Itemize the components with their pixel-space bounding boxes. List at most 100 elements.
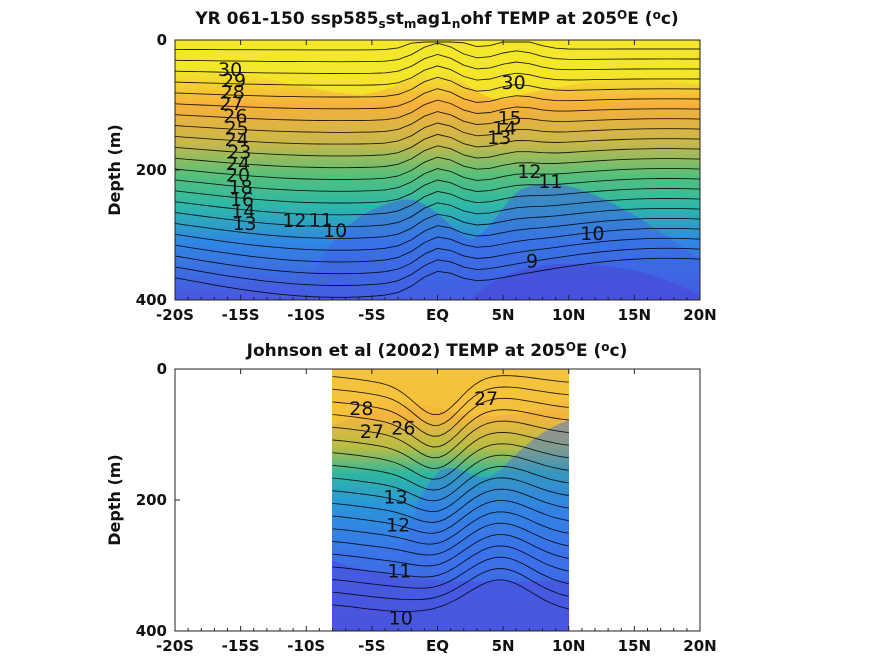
contour-label: 10 <box>580 223 604 245</box>
x-tick-label: -5S <box>358 306 385 324</box>
contour-label: 12 <box>517 161 541 183</box>
contour-label: 27 <box>474 388 498 410</box>
isotherm-line <box>332 568 569 601</box>
isotherm-line <box>175 188 700 216</box>
isotherm-line <box>175 237 700 275</box>
title-fragment: m <box>404 17 417 31</box>
x-tick-label: 20N <box>683 306 716 324</box>
x-tick-label: 20N <box>683 637 716 655</box>
contour-label: 26 <box>223 106 247 128</box>
contour-label: 29 <box>222 70 246 92</box>
title-fragment: n <box>452 17 461 31</box>
contour-label: 26 <box>391 418 415 440</box>
isotherm-line <box>332 545 569 578</box>
isotherm-line <box>332 431 569 470</box>
x-axis-ticks-top: -20S -15S -10S -5S EQ 5N 10N 15N 20N <box>156 40 717 324</box>
isotherm-line <box>175 88 700 110</box>
isotherm-line <box>175 145 700 169</box>
x-tick-label: -15S <box>222 637 260 655</box>
chart-title-top: YR 061-150 ssp585sstmag1nohf TEMP at 205… <box>194 8 678 30</box>
contour-label: 11 <box>387 560 411 582</box>
isotherm-line <box>332 534 569 567</box>
isotherm-line <box>175 217 700 251</box>
y-tick-label: 400 <box>136 622 167 640</box>
title-fragment: ag1 <box>416 9 451 29</box>
x-tick-label: 15N <box>618 306 651 324</box>
isotherm-line <box>175 111 700 133</box>
x-tick-label: EQ <box>426 306 449 324</box>
isotherm-line <box>332 500 569 534</box>
contour-label: 24 <box>225 129 249 151</box>
title-fragment: o <box>653 8 661 22</box>
x-tick-label: -20S <box>156 637 194 655</box>
y-tick-label: 400 <box>136 291 167 309</box>
y-axis-label-top: Depth (m) <box>105 124 124 216</box>
x-tick-label: -10S <box>287 637 325 655</box>
isotherm-line <box>175 257 700 298</box>
x-tick-label: -5S <box>358 637 385 655</box>
contour-label: 30 <box>502 72 526 94</box>
title-fragment: ohf TEMP at 205 <box>460 9 617 29</box>
contour-field-top <box>175 40 700 300</box>
title-fragment: o <box>601 340 609 354</box>
x-tick-label: EQ <box>426 637 449 655</box>
isotherm-line <box>175 247 700 286</box>
warm-overlay-bottom <box>332 369 569 425</box>
y-tick-label: 200 <box>136 161 167 179</box>
isotherm-line <box>332 522 569 556</box>
isotherm-line <box>332 397 569 437</box>
title-fragment: YR 061-150 ssp585 <box>194 9 378 29</box>
x-tick-label: -10S <box>287 306 325 324</box>
contour-label: 24 <box>226 153 250 175</box>
title-fragment: s <box>378 17 385 31</box>
contour-lines-bottom <box>332 375 569 612</box>
x-tick-label: -20S <box>156 306 194 324</box>
contour-label: 11 <box>538 171 562 193</box>
isotherm-line <box>332 556 569 589</box>
isotherm-line <box>175 133 700 157</box>
title-fragment: O <box>617 8 627 22</box>
contour-label: 9 <box>526 251 538 273</box>
isotherm-line <box>332 488 569 523</box>
isotherm-line <box>175 76 700 98</box>
deep-overlay-bottom <box>332 560 569 631</box>
contour-field-bottom <box>332 369 569 631</box>
isotherm-line <box>175 227 700 263</box>
x-tick-label: 5N <box>492 637 515 655</box>
isotherm-line <box>175 99 700 122</box>
contour-label: 28 <box>221 82 245 104</box>
isotherm-line <box>332 420 569 459</box>
contour-label: 10 <box>323 220 347 242</box>
isotherm-line <box>175 54 700 74</box>
contour-label: 18 <box>229 176 253 198</box>
title-fragment: E ( <box>627 9 652 29</box>
isotherm-line <box>332 375 569 416</box>
contour-label: 30 <box>218 59 242 81</box>
contour-label: 13 <box>487 127 511 149</box>
isotherm-line <box>332 477 569 513</box>
contour-label: 23 <box>227 141 251 163</box>
x-tick-label: 15N <box>618 637 651 655</box>
isotherm-line <box>175 178 700 204</box>
contour-label: 27 <box>360 421 384 443</box>
title-fragment: c) <box>610 341 628 361</box>
contour-label: 12 <box>282 210 306 232</box>
contour-label: 20 <box>226 165 250 187</box>
title-fragment: Johnson et al (2002) TEMP at 205 <box>246 341 566 361</box>
isotherm-line <box>332 466 569 502</box>
contour-lines-top <box>175 41 700 298</box>
contour-label: 11 <box>309 210 333 232</box>
x-tick-label: -15S <box>222 306 260 324</box>
isotherm-line <box>175 156 700 180</box>
contour-label: 14 <box>231 200 255 222</box>
isotherm-line <box>332 579 569 612</box>
x-tick-label: 5N <box>492 306 515 324</box>
y-tick-label: 0 <box>157 360 167 378</box>
y-axis-ticks-bottom: 0 200 400 <box>136 360 180 640</box>
x-tick-label: 10N <box>552 637 585 655</box>
isotherm-line <box>332 386 569 426</box>
isotherm-line <box>175 168 700 192</box>
isotherm-line <box>175 198 700 228</box>
